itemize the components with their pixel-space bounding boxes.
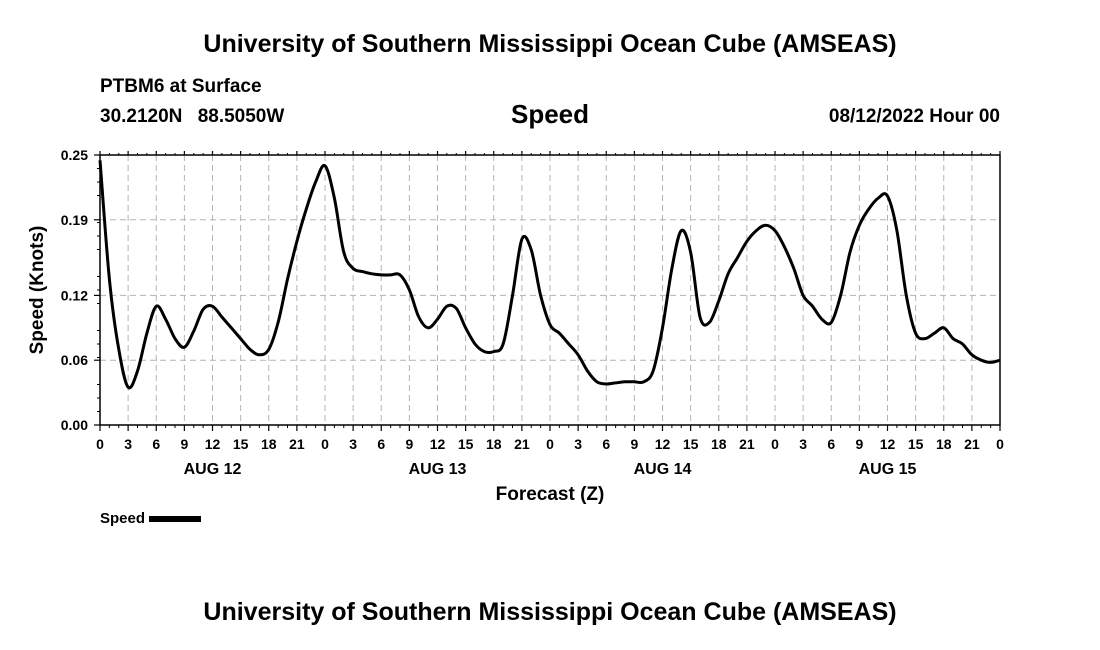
y-axis-title: Speed (Knots) bbox=[27, 226, 48, 355]
x-tick-label: 12 bbox=[205, 436, 221, 452]
x-tick-label: 6 bbox=[152, 436, 160, 452]
x-tick-label: 9 bbox=[405, 436, 413, 452]
latitude: 30.2120N bbox=[100, 106, 183, 127]
x-tick-label: 9 bbox=[630, 436, 638, 452]
y-tick-label: 0.25 bbox=[61, 147, 88, 163]
x-tick-label: 6 bbox=[377, 436, 385, 452]
x-tick-label: 15 bbox=[908, 436, 924, 452]
x-tick-label: 3 bbox=[124, 436, 132, 452]
variable-title: Speed bbox=[510, 99, 590, 129]
longitude: 88.5050W bbox=[197, 106, 285, 127]
x-tick-label: 0 bbox=[546, 436, 554, 452]
legend-swatch bbox=[149, 515, 202, 522]
x-tick-label: 0 bbox=[996, 436, 1004, 452]
chart-title-bottom: University of Southern Mississippi Ocean… bbox=[203, 598, 897, 626]
x-tick-label: 15 bbox=[458, 436, 474, 452]
x-tick-label: 3 bbox=[349, 436, 357, 452]
x-tick-label: 21 bbox=[739, 436, 755, 452]
axis-ticks bbox=[94, 151, 1001, 431]
legend: Speed bbox=[100, 510, 202, 527]
y-tick-label: 0.19 bbox=[61, 212, 88, 228]
x-tick-label: 18 bbox=[936, 436, 952, 452]
station-label: PTBM6 at Surface bbox=[100, 76, 262, 97]
speed-series-line bbox=[98, 160, 1001, 390]
day-label: AUG 15 bbox=[859, 461, 917, 478]
x-tick-label: 3 bbox=[799, 436, 807, 452]
coordinates: 30.2120N 88.5050W bbox=[100, 106, 294, 128]
y-tick-label: 0.06 bbox=[61, 352, 88, 368]
forecast-datetime: 08/12/2022 Hour 00 bbox=[828, 106, 1000, 127]
x-tick-label: 12 bbox=[430, 436, 446, 452]
x-tick-label: 15 bbox=[233, 436, 249, 452]
x-tick-label: 21 bbox=[289, 436, 305, 452]
x-tick-label: 21 bbox=[514, 436, 530, 452]
day-label: AUG 12 bbox=[184, 461, 242, 478]
y-axis-tick-labels: 0.00 0.06 0.12 0.19 0.25 bbox=[61, 147, 88, 433]
x-tick-label: 15 bbox=[683, 436, 699, 452]
x-tick-label: 12 bbox=[655, 436, 671, 452]
x-tick-label: 9 bbox=[855, 436, 863, 452]
x-axis-title: Forecast (Z) bbox=[496, 484, 605, 505]
x-tick-label: 6 bbox=[827, 436, 835, 452]
day-labels: AUG 12 AUG 13 AUG 14 AUG 15 bbox=[184, 461, 917, 478]
x-tick-label: 9 bbox=[180, 436, 188, 452]
x-tick-label: 0 bbox=[771, 436, 779, 452]
x-tick-label: 18 bbox=[486, 436, 502, 452]
y-tick-label: 0.12 bbox=[61, 287, 88, 303]
legend-label: Speed bbox=[100, 510, 146, 527]
x-tick-label: 18 bbox=[261, 436, 277, 452]
x-tick-label: 12 bbox=[880, 436, 896, 452]
x-tick-label: 6 bbox=[602, 436, 610, 452]
x-tick-label: 0 bbox=[321, 436, 329, 452]
day-label: AUG 14 bbox=[634, 461, 692, 478]
x-tick-label: 3 bbox=[574, 436, 582, 452]
chart-title-top: University of Southern Mississippi Ocean… bbox=[203, 30, 897, 58]
x-tick-label: 18 bbox=[711, 436, 727, 452]
y-tick-label: 0.00 bbox=[61, 417, 88, 433]
grid-lines bbox=[100, 155, 1000, 425]
x-axis-tick-labels: 0 3 6 9 12 15 18 21 0 3 6 9 12 15 18 21 0 3 6 9 12 15 18 21 0 3 6 9… bbox=[96, 436, 1004, 452]
x-tick-label: 0 bbox=[96, 436, 104, 452]
day-label: AUG 13 bbox=[409, 461, 467, 478]
x-tick-label: 21 bbox=[964, 436, 980, 452]
